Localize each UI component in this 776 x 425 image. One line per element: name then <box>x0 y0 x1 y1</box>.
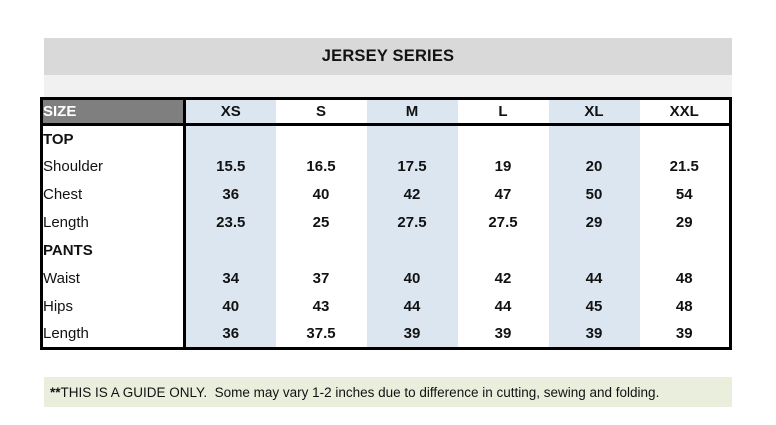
row-label: Length <box>41 320 186 349</box>
chart-title-bar: JERSEY SERIES <box>44 38 732 75</box>
size-value-cell: 39 <box>494 325 512 343</box>
size-value-cell <box>548 124 640 153</box>
table-row-pants-length: Length 36 37.5 39 39 39 39 <box>41 320 731 349</box>
size-value-cell <box>640 125 731 153</box>
row-label: Chest <box>41 180 186 209</box>
note-asterisks: ** <box>50 384 61 400</box>
col-header-m: M <box>366 98 458 125</box>
size-value-cell: 39 <box>675 325 693 343</box>
size-value-cell: 40 <box>366 264 458 293</box>
size-value-cell: 21.5 <box>669 158 699 175</box>
size-value-cell: 37.5 <box>306 325 336 343</box>
table-row-hips: Hips 40 43 44 44 45 48 <box>41 292 731 321</box>
table-row-waist: Waist 34 37 40 42 44 48 <box>41 264 731 293</box>
size-value-cell: 44 <box>494 298 512 315</box>
row-label: Shoulder <box>41 152 186 181</box>
size-value-cell: 20 <box>548 152 640 181</box>
row-label: Hips <box>41 292 186 321</box>
size-value-cell: 39 <box>548 320 640 349</box>
size-value-cell <box>548 236 640 265</box>
size-header-row: SIZE XS S M L XL XXL <box>41 98 731 125</box>
size-value-cell: 48 <box>675 270 693 287</box>
size-value-cell: 39 <box>366 320 458 349</box>
size-value-cell: 44 <box>548 264 640 293</box>
guide-note: ** THIS IS A GUIDE ONLY. Some may vary 1-… <box>44 377 732 407</box>
size-value-cell: 25 <box>312 214 330 231</box>
size-value-cell <box>366 124 458 153</box>
row-label: Waist <box>41 264 186 293</box>
size-value-cell: 36 <box>184 320 276 349</box>
size-value-cell: 42 <box>494 270 512 287</box>
col-header-xl: XL <box>548 98 640 125</box>
row-label: TOP <box>41 124 186 153</box>
row-label: Length <box>41 208 186 237</box>
size-value-cell: 40 <box>184 292 276 321</box>
table-row-top: TOP <box>41 124 731 153</box>
size-value-cell: 54 <box>675 186 693 203</box>
table-row-shoulder: Shoulder 15.5 16.5 17.5 19 20 21.5 <box>41 152 731 181</box>
size-value-cell <box>184 236 276 265</box>
size-value-cell: 47 <box>494 186 512 203</box>
size-value-cell: 17.5 <box>366 152 458 181</box>
col-header-xs: XS <box>184 98 276 125</box>
size-value-cell <box>276 237 367 265</box>
size-value-cell: 48 <box>675 298 693 315</box>
col-header-xxl: XXL <box>669 103 699 120</box>
table-row-chest: Chest 36 40 42 47 50 54 <box>41 180 731 209</box>
size-value-cell: 44 <box>366 292 458 321</box>
size-value-cell: 15.5 <box>184 152 276 181</box>
size-value-cell: 27.5 <box>366 208 458 237</box>
size-corner-cell: SIZE <box>41 98 186 125</box>
row-label: PANTS <box>41 236 186 265</box>
size-value-cell: 43 <box>312 298 330 315</box>
size-value-cell <box>184 124 276 153</box>
size-value-cell: 19 <box>494 158 512 175</box>
size-value-cell: 34 <box>184 264 276 293</box>
chart-title: JERSEY SERIES <box>321 47 455 65</box>
size-value-cell <box>276 125 367 153</box>
size-value-cell: 42 <box>366 180 458 209</box>
size-value-cell: 27.5 <box>488 214 518 231</box>
size-table: SIZE XS S M L XL XXL TOP Shoulder 15 <box>40 97 732 350</box>
table-row-top-length: Length 23.5 25 27.5 27.5 29 29 <box>41 208 731 237</box>
size-value-cell: 50 <box>548 180 640 209</box>
size-value-cell: 23.5 <box>184 208 276 237</box>
size-value-cell <box>640 237 731 265</box>
size-value-cell: 29 <box>675 214 693 231</box>
size-value-cell <box>458 125 549 153</box>
size-value-cell: 40 <box>312 186 330 203</box>
size-value-cell <box>458 237 549 265</box>
size-value-cell: 37 <box>312 270 330 287</box>
col-header-s: S <box>315 103 326 120</box>
size-value-cell: 29 <box>548 208 640 237</box>
size-value-cell: 36 <box>184 180 276 209</box>
note-text: THIS IS A GUIDE ONLY. Some may vary 1-2 … <box>60 384 660 400</box>
table-row-pants: PANTS <box>41 236 731 265</box>
size-value-cell: 45 <box>548 292 640 321</box>
col-header-l: L <box>498 103 508 120</box>
subheader-strip <box>44 75 732 97</box>
size-value-cell <box>366 236 458 265</box>
size-value-cell: 16.5 <box>306 158 336 175</box>
